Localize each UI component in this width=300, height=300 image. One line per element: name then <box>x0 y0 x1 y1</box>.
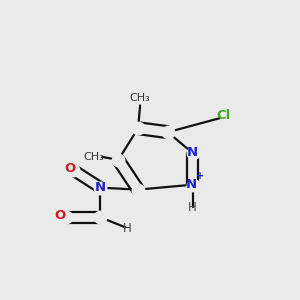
Text: +: + <box>196 171 204 182</box>
Text: Cl: Cl <box>217 109 231 122</box>
Text: CH₃: CH₃ <box>84 152 104 162</box>
Text: N: N <box>187 146 198 160</box>
Text: H: H <box>123 222 132 235</box>
Text: H: H <box>188 201 197 214</box>
Text: CH₃: CH₃ <box>129 93 150 103</box>
Text: O: O <box>55 209 66 222</box>
Text: N: N <box>95 181 106 194</box>
Text: O: O <box>64 162 75 175</box>
Text: N: N <box>186 178 197 191</box>
